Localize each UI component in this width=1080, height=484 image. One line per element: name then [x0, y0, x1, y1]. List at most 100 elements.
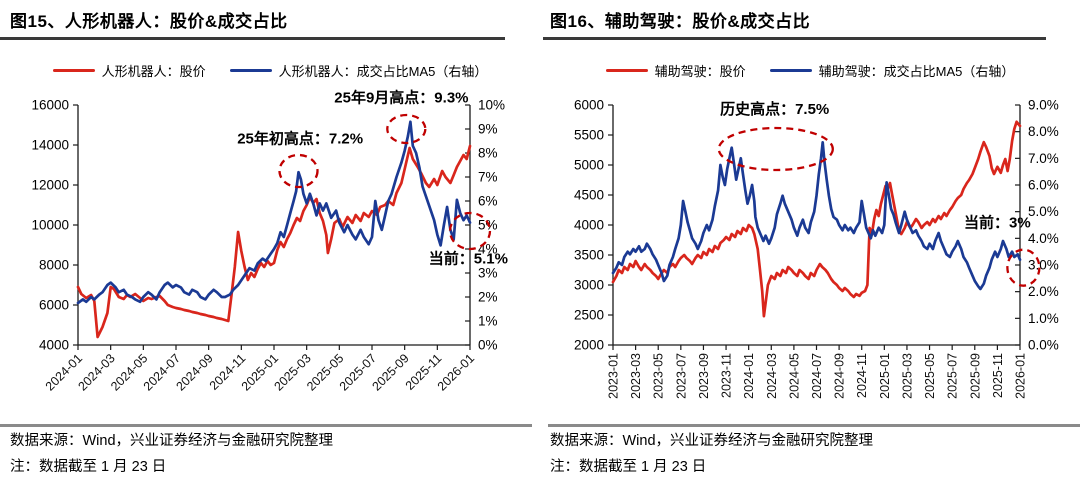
x-axis-label: 2024-09: [173, 351, 215, 393]
data-cutoff-note: 注：数据截至 1 月 23 日: [550, 459, 707, 475]
x-axis-label: 2026-01: [1014, 353, 1028, 399]
legend-item-share-ma5: 人形机器人：成交占比MA5（右轴）: [229, 61, 488, 80]
legend-label: 人形机器人：股价: [101, 64, 206, 79]
y-axis-right-label: 8.0%: [1028, 124, 1059, 139]
y-axis-left-label: 14000: [31, 138, 69, 153]
figure-16-legend: 辅助驾驶：股价 辅助驾驶：成交占比MA5（右轴）: [540, 61, 1080, 80]
price-line: [76, 144, 472, 339]
x-axis-label: 2025-01: [878, 353, 892, 399]
data-cutoff-note: 注：数据截至 1 月 23 日: [10, 459, 167, 475]
x-axis-label: 2026-01: [435, 351, 477, 393]
legend-item-share-ma5: 辅助驾驶：成交占比MA5（右轴）: [769, 61, 1015, 80]
x-axis-label: 2025-03: [900, 353, 914, 399]
legend-label: 辅助驾驶：股价: [654, 64, 746, 79]
highlight-ellipse: [717, 126, 834, 172]
footer-divider: [0, 424, 532, 427]
x-axis-label: 2023-09: [697, 353, 711, 399]
annotation-label: 25年9月高点：9.3%: [334, 89, 468, 107]
title-divider: [543, 37, 1046, 40]
data-source-note: 数据来源：Wind，兴业证券经济与金融研究院整理: [550, 433, 874, 449]
share-ma5-line-swatch: [229, 68, 272, 73]
y-axis-left-label: 4000: [39, 338, 69, 353]
legend-label: 辅助驾驶：成交占比MA5（右轴）: [818, 64, 1015, 79]
y-axis-right-label: 9%: [478, 122, 498, 137]
legend-item-price: 辅助驾驶：股价: [605, 61, 746, 80]
y-axis-right-label: 4.0%: [1028, 231, 1059, 246]
y-axis-right-label: 2%: [478, 290, 498, 305]
x-axis-label: 2024-09: [833, 353, 847, 399]
x-axis-label: 2025-07: [946, 353, 960, 399]
y-axis-right-label: 0%: [478, 338, 498, 353]
y-axis-right-label: 3.0%: [1028, 258, 1059, 273]
highlight-ellipse: [448, 211, 492, 251]
x-axis-label: 2025-09: [369, 351, 411, 393]
x-axis-label: 2023-03: [629, 353, 643, 399]
x-axis-label: 2025-05: [923, 353, 937, 399]
figure-16-title: 图16、辅助驾驶：股价&成交占比: [550, 12, 811, 31]
share-ma5-line-swatch: [769, 68, 812, 73]
x-axis-label: 2023-01: [607, 353, 621, 399]
y-axis-left-label: 6000: [39, 298, 69, 313]
x-axis-label: 2023-07: [674, 353, 688, 399]
y-axis-right-label: 7%: [478, 170, 498, 185]
annotation-label: 25年初高点：7.2%: [237, 129, 363, 147]
data-source-note: 数据来源：Wind，兴业证券经济与金融研究院整理: [10, 433, 334, 449]
price-line-swatch: [605, 68, 648, 73]
y-axis-left-label: 10000: [31, 218, 69, 233]
y-axis-left-label: 6000: [574, 98, 604, 113]
y-axis-right-label: 5.0%: [1028, 204, 1059, 219]
y-axis-left-label: 2500: [574, 308, 604, 323]
footer-divider: [548, 424, 1080, 427]
share-ma5-line: [611, 140, 1022, 291]
y-axis-left-label: 3000: [574, 278, 604, 293]
y-axis-right-label: 6%: [478, 194, 498, 209]
legend-label: 人形机器人：成交占比MA5（右轴）: [278, 64, 488, 79]
legend-item-price: 人形机器人：股价: [52, 61, 206, 80]
highlight-ellipse: [278, 153, 319, 189]
y-axis-right-label: 9.0%: [1028, 98, 1059, 113]
highlight-ellipse: [1006, 248, 1041, 287]
price-line: [611, 120, 1022, 318]
y-axis-right-label: 1%: [478, 314, 498, 329]
share-ma5-line: [76, 120, 472, 305]
y-axis-right-label: 10%: [478, 98, 505, 113]
x-axis-label: 2023-05: [652, 353, 666, 399]
y-axis-left-label: 4500: [574, 188, 604, 203]
y-axis-left-label: 12000: [31, 178, 69, 193]
y-axis-right-label: 7.0%: [1028, 151, 1059, 166]
y-axis-right-label: 6.0%: [1028, 178, 1059, 193]
y-axis-right-label: 0.0%: [1028, 338, 1059, 353]
highlight-ellipse: [386, 113, 427, 145]
figure-15-chart: 16000 14000 12000 10000 8000 6000 4000 10% 9% 8% 7…: [31, 89, 508, 394]
figure-15-title: 图15、人形机器人：股价&成交占比: [10, 12, 288, 31]
figure-16-chart: 6000 5500 5000 4500 4000 3500 3000 2500 2000 9.0%…: [574, 98, 1059, 399]
x-axis-label: 2025-11: [991, 353, 1005, 398]
y-axis-right-label: 2.0%: [1028, 284, 1059, 299]
title-divider: [0, 37, 505, 40]
x-axis-label: 2023-11: [720, 353, 734, 398]
y-axis-right-label: 1.0%: [1028, 311, 1059, 326]
price-line-swatch: [52, 68, 95, 73]
annotation-label: 历史高点：7.5%: [720, 100, 829, 118]
x-axis-label: 2024-11: [855, 353, 869, 398]
x-axis-label: 2024-03: [765, 353, 779, 399]
x-axis-label: 2024-05: [787, 353, 801, 399]
figure-15-panel: 图15、人形机器人：股价&成交占比 人形机器人：股价 人形机器人：成交占比MA5…: [0, 12, 540, 475]
y-axis-left-label: 5500: [574, 128, 604, 143]
annotation-label: 当前：5.1%: [429, 249, 508, 267]
y-axis-left-label: 4000: [574, 218, 604, 233]
y-axis-left-label: 3500: [574, 248, 604, 263]
y-axis-right-label: 3%: [478, 266, 498, 281]
y-axis-left-label: 8000: [39, 258, 69, 273]
y-axis-right-label: 8%: [478, 146, 498, 161]
y-axis-left-label: 2000: [574, 338, 604, 353]
x-axis-label: 2025-09: [968, 353, 982, 399]
x-axis-label: 2024-01: [742, 353, 756, 399]
annotation-label: 当前：3%: [964, 214, 1031, 232]
figure-15-legend: 人形机器人：股价 人形机器人：成交占比MA5（右轴）: [0, 61, 540, 80]
y-axis-left-label: 5000: [574, 158, 604, 173]
x-axis-label: 2024-07: [810, 353, 824, 399]
y-axis-left-label: 16000: [31, 98, 69, 113]
figure-16-panel: 图16、辅助驾驶：股价&成交占比 辅助驾驶：股价 辅助驾驶：成交占比MA5（右轴…: [540, 0, 1080, 484]
